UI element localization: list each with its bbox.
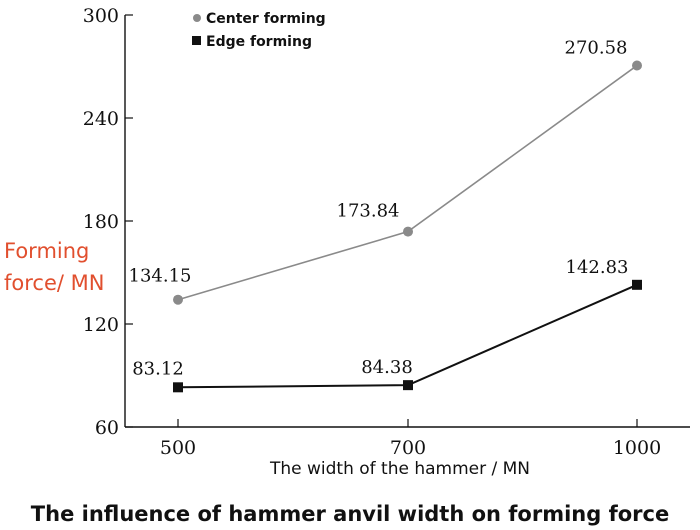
legend-marker-edge bbox=[192, 36, 201, 45]
x-axis-label: The width of the hammer / MN bbox=[269, 459, 530, 479]
y-tick-label: 240 bbox=[83, 108, 119, 130]
data-point-edge bbox=[632, 279, 642, 290]
data-point-center bbox=[403, 226, 413, 237]
data-point-edge bbox=[173, 382, 183, 393]
y-tick-label: 300 bbox=[83, 5, 119, 27]
data-label: 84.38 bbox=[361, 357, 413, 378]
chart-series: 134.15 173.84 270.58 83.12 84.38 142.83 bbox=[129, 38, 642, 393]
x-tick-label: 1000 bbox=[613, 437, 661, 459]
y-tick-label: 180 bbox=[83, 211, 119, 233]
legend-marker-center bbox=[193, 14, 201, 22]
data-label: 270.58 bbox=[565, 38, 628, 59]
legend-label: Edge forming bbox=[206, 34, 312, 50]
x-tick-label: 700 bbox=[390, 437, 426, 459]
data-label: 142.83 bbox=[566, 257, 629, 278]
legend-label: Center forming bbox=[206, 11, 326, 27]
y-tick-label: 60 bbox=[95, 417, 119, 439]
chart-title: The influence of hammer anvil width on f… bbox=[31, 502, 669, 526]
data-point-center bbox=[632, 60, 642, 71]
data-label: 134.15 bbox=[129, 266, 192, 287]
chart-axes: 60 120 180 240 300 500 700 1000 bbox=[83, 5, 690, 459]
y-tick-label: 120 bbox=[83, 314, 119, 336]
y-axis-label-line-2: force/ MN bbox=[4, 271, 104, 295]
data-point-center bbox=[173, 294, 183, 305]
chart-legend: Center forming Edge forming bbox=[192, 11, 326, 50]
data-point-edge bbox=[403, 380, 413, 391]
x-tick-label: 500 bbox=[160, 437, 196, 459]
y-axis-label-line-1: Forming bbox=[4, 239, 89, 263]
data-label: 173.84 bbox=[337, 201, 400, 222]
data-label: 83.12 bbox=[132, 358, 184, 379]
